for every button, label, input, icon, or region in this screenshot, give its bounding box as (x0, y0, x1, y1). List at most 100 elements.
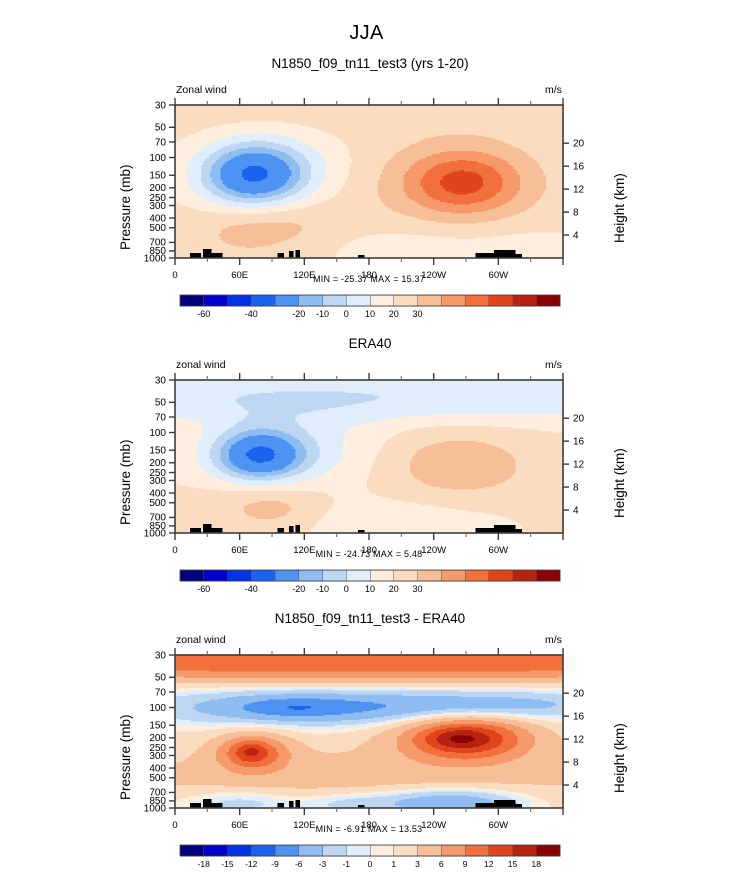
main-title: JJA (349, 22, 384, 44)
panel-3-minmax: MIN = -6.91 MAX = 13.53 (315, 824, 423, 834)
svg-text:-60: -60 (197, 584, 210, 594)
svg-text:120W: 120W (421, 545, 446, 556)
panel-2-left-label: zonal wind (176, 359, 226, 371)
svg-text:300: 300 (149, 201, 166, 212)
svg-text:4: 4 (573, 505, 579, 516)
svg-text:-9: -9 (271, 859, 279, 869)
svg-text:1000: 1000 (144, 253, 167, 264)
svg-text:3: 3 (415, 859, 420, 869)
svg-text:100: 100 (149, 153, 166, 164)
svg-text:60E: 60E (231, 270, 248, 281)
svg-text:50: 50 (155, 673, 167, 684)
svg-text:30: 30 (155, 100, 167, 111)
svg-text:6: 6 (439, 859, 444, 869)
svg-text:150: 150 (149, 171, 166, 182)
panel-3-title: N1850_f09_tn11_test3 - ERA40 (274, 611, 466, 626)
svg-text:30: 30 (412, 309, 422, 319)
panel-2-contour-field (175, 380, 563, 533)
svg-text:-10: -10 (316, 584, 329, 594)
svg-text:20: 20 (573, 413, 585, 424)
svg-text:0: 0 (344, 584, 349, 594)
svg-text:150: 150 (149, 721, 166, 732)
svg-text:-3: -3 (319, 859, 327, 869)
panel-1-contour-field (175, 105, 563, 258)
svg-text:180: 180 (361, 820, 377, 831)
panel-2-title: ERA40 (348, 336, 392, 351)
svg-text:120E: 120E (293, 820, 315, 831)
svg-text:850: 850 (149, 246, 166, 257)
svg-text:400: 400 (149, 763, 166, 774)
svg-text:30: 30 (155, 650, 167, 661)
svg-text:700: 700 (149, 513, 166, 524)
svg-text:250: 250 (149, 743, 166, 754)
svg-text:50: 50 (155, 398, 167, 409)
panel-1-minmax: MIN = -25.37 MAX = 15.37 (313, 274, 425, 284)
panel-3-contour-field (175, 655, 563, 808)
svg-text:-20: -20 (292, 584, 305, 594)
svg-text:0: 0 (368, 859, 373, 869)
panel-3-left-label: zonal wind (176, 634, 226, 646)
svg-text:20: 20 (389, 584, 399, 594)
svg-text:0: 0 (344, 309, 349, 319)
panel-1-title: N1850_f09_tn11_test3 (yrs 1-20) (271, 56, 469, 71)
svg-text:12: 12 (573, 184, 585, 195)
svg-text:180: 180 (361, 545, 377, 556)
svg-text:20: 20 (389, 309, 399, 319)
svg-text:-10: -10 (316, 309, 329, 319)
svg-text:200: 200 (149, 183, 166, 194)
svg-text:60E: 60E (231, 545, 248, 556)
svg-text:1000: 1000 (144, 803, 167, 814)
svg-text:180: 180 (361, 270, 377, 281)
svg-text:400: 400 (149, 488, 166, 499)
svg-text:20: 20 (573, 138, 585, 149)
svg-text:500: 500 (149, 498, 166, 509)
svg-text:50: 50 (155, 123, 167, 134)
svg-text:9: 9 (463, 859, 468, 869)
colorbar-2: -60 -40 -20 -10 0 10 20 30 (179, 569, 561, 594)
svg-text:100: 100 (149, 428, 166, 439)
svg-text:120W: 120W (421, 270, 446, 281)
svg-text:250: 250 (149, 468, 166, 479)
svg-text:16: 16 (573, 161, 585, 172)
svg-text:60W: 60W (489, 270, 509, 281)
svg-text:250: 250 (149, 193, 166, 204)
svg-text:70: 70 (155, 137, 167, 148)
svg-text:700: 700 (149, 238, 166, 249)
svg-text:12: 12 (573, 459, 585, 470)
svg-text:1: 1 (391, 859, 396, 869)
svg-text:-6: -6 (295, 859, 303, 869)
svg-text:10: 10 (365, 309, 375, 319)
svg-text:400: 400 (149, 213, 166, 224)
svg-text:8: 8 (573, 757, 579, 768)
svg-text:120E: 120E (293, 545, 315, 556)
svg-text:120E: 120E (293, 270, 315, 281)
svg-text:70: 70 (155, 687, 167, 698)
svg-text:-20: -20 (292, 309, 305, 319)
svg-text:100: 100 (149, 703, 166, 714)
svg-text:15: 15 (508, 859, 518, 869)
panel-1-right-label: m/s (545, 84, 562, 96)
svg-text:200: 200 (149, 733, 166, 744)
svg-text:12: 12 (484, 859, 494, 869)
svg-text:0: 0 (172, 545, 177, 556)
svg-text:1000: 1000 (144, 528, 167, 539)
svg-text:500: 500 (149, 223, 166, 234)
svg-text:-60: -60 (197, 309, 210, 319)
colorbar-3: -18 -15 -12 -9 -6 -3 -1 0 1 3 6 9 12 15 18 (179, 844, 561, 869)
svg-text:20: 20 (573, 688, 585, 699)
svg-text:4: 4 (573, 230, 579, 241)
svg-text:-18: -18 (198, 859, 211, 869)
svg-text:30: 30 (155, 375, 167, 386)
svg-text:16: 16 (573, 711, 585, 722)
svg-text:60W: 60W (489, 820, 509, 831)
svg-text:4: 4 (573, 780, 579, 791)
svg-text:300: 300 (149, 476, 166, 487)
svg-text:0: 0 (172, 270, 177, 281)
svg-text:10: 10 (365, 584, 375, 594)
panel-3-right-label: m/s (545, 634, 562, 646)
svg-text:150: 150 (149, 446, 166, 457)
